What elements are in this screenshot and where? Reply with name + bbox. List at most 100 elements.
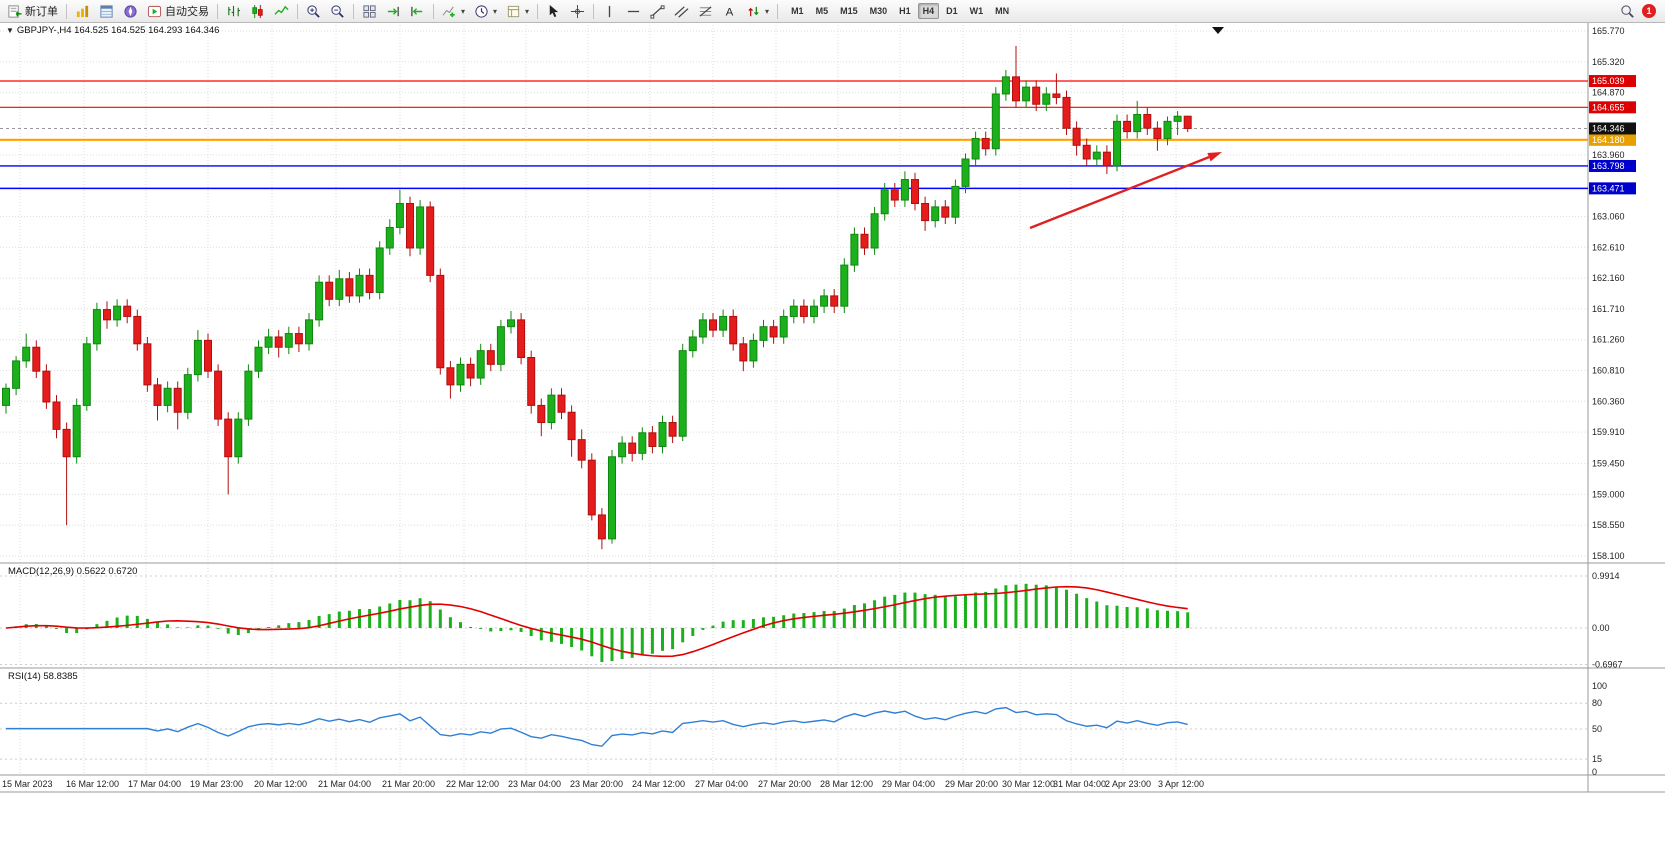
svg-text:29 Mar 04:00: 29 Mar 04:00 — [882, 779, 935, 789]
autotrading-button[interactable]: 自动交易 — [143, 2, 213, 20]
timeframe-m5[interactable]: M5 — [811, 3, 834, 19]
fibonacci-icon — [699, 5, 712, 17]
svg-text:165.039: 165.039 — [1592, 76, 1625, 86]
timeframe-w1[interactable]: W1 — [965, 3, 989, 19]
svg-text:159.910: 159.910 — [1592, 427, 1625, 437]
svg-text:50: 50 — [1592, 724, 1602, 734]
separator — [593, 3, 595, 19]
svg-text:163.471: 163.471 — [1592, 183, 1625, 193]
tile-windows-icon — [363, 4, 376, 18]
svg-text:0.00: 0.00 — [1592, 623, 1610, 633]
timeframe-d1[interactable]: D1 — [941, 3, 963, 19]
svg-text:162.610: 162.610 — [1592, 242, 1625, 252]
new-order-icon — [8, 4, 22, 18]
search-button[interactable] — [1616, 2, 1639, 20]
timeframe-m15[interactable]: M15 — [835, 3, 863, 19]
periods-clock-icon — [475, 4, 488, 18]
toolbar: 新订单 自动交易 — [0, 0, 1665, 23]
svg-text:0.9914: 0.9914 — [1592, 571, 1620, 581]
tile-windows-button[interactable] — [358, 2, 381, 20]
data-window-icon — [100, 4, 113, 18]
templates-button[interactable]: ▾ — [502, 2, 533, 20]
svg-text:21 Mar 20:00: 21 Mar 20:00 — [382, 779, 435, 789]
separator — [777, 3, 779, 19]
svg-text:A: A — [726, 6, 734, 18]
svg-text:31 Mar 04:00: 31 Mar 04:00 — [1053, 779, 1106, 789]
svg-text:165.770: 165.770 — [1592, 26, 1625, 36]
svg-text:164.655: 164.655 — [1592, 102, 1625, 112]
channel-icon — [674, 5, 689, 18]
svg-text:164.346: 164.346 — [1592, 123, 1625, 133]
timeframe-h4[interactable]: H4 — [917, 3, 940, 19]
zoom-out-button[interactable] — [326, 2, 349, 20]
candlestick-chart-icon — [252, 4, 263, 18]
svg-text:160.360: 160.360 — [1592, 396, 1625, 406]
svg-text:30 Mar 12:00: 30 Mar 12:00 — [1002, 779, 1055, 789]
dropdown-icon: ▾ — [461, 6, 466, 16]
svg-text:24 Mar 12:00: 24 Mar 12:00 — [632, 779, 685, 789]
zoom-out-icon — [331, 4, 344, 18]
svg-text:-0.6967: -0.6967 — [1592, 660, 1623, 670]
trendline-icon — [650, 4, 665, 19]
crosshair-button[interactable] — [566, 2, 589, 20]
fibonacci-tool[interactable] — [694, 2, 717, 20]
timeframe-h1[interactable]: H1 — [894, 3, 916, 19]
text-tool[interactable]: A — [718, 2, 741, 20]
svg-text:27 Mar 04:00: 27 Mar 04:00 — [695, 779, 748, 789]
chart-shift-icon — [411, 6, 423, 16]
svg-text:21 Mar 04:00: 21 Mar 04:00 — [318, 779, 371, 789]
indicators-button[interactable]: ▾ — [438, 2, 469, 20]
text-tool-icon: A — [726, 6, 734, 18]
svg-text:23 Mar 20:00: 23 Mar 20:00 — [570, 779, 623, 789]
svg-text:16 Mar 12:00: 16 Mar 12:00 — [66, 779, 119, 789]
trendline-tool[interactable] — [646, 2, 669, 20]
svg-text:164.180: 164.180 — [1592, 135, 1625, 145]
separator — [433, 3, 434, 19]
timeframe-m1[interactable]: M1 — [786, 3, 809, 19]
horizontal-line-tool[interactable] — [622, 2, 645, 20]
new-order-label: 新订单 — [25, 6, 58, 18]
line-chart-button[interactable] — [270, 2, 293, 20]
autotrading-label: 自动交易 — [165, 6, 209, 18]
svg-text:158.550: 158.550 — [1592, 520, 1625, 530]
periods-button[interactable]: ▾ — [470, 2, 501, 20]
separator — [537, 3, 539, 19]
arrows-tool[interactable]: ▾ — [742, 2, 773, 20]
svg-text:163.960: 163.960 — [1592, 150, 1625, 160]
timeframe-mn[interactable]: MN — [990, 3, 1014, 19]
timeframe-m30[interactable]: M30 — [865, 3, 893, 19]
price-axis[interactable] — [1588, 22, 1665, 792]
vertical-line-icon — [608, 5, 611, 17]
svg-text:29 Mar 20:00: 29 Mar 20:00 — [945, 779, 998, 789]
svg-text:161.260: 161.260 — [1592, 335, 1625, 345]
svg-text:158.100: 158.100 — [1592, 551, 1625, 561]
autotrading-icon — [147, 5, 162, 17]
data-window-button[interactable] — [95, 2, 118, 20]
svg-text:159.000: 159.000 — [1592, 489, 1625, 499]
symbol-dropdown-icon[interactable]: ▼ — [6, 26, 14, 35]
candlestick-chart-button[interactable] — [246, 2, 269, 20]
market-watch-button[interactable] — [71, 2, 94, 20]
line-chart-icon — [274, 5, 289, 15]
svg-text:17 Mar 04:00: 17 Mar 04:00 — [128, 779, 181, 789]
indicators-icon — [442, 6, 455, 17]
channel-tool[interactable] — [670, 2, 693, 20]
zoom-in-button[interactable] — [302, 2, 325, 20]
notification-badge[interactable]: 1 — [1642, 4, 1656, 18]
templates-icon — [507, 5, 520, 17]
cursor-button[interactable] — [542, 2, 565, 20]
bar-chart-button[interactable] — [222, 2, 245, 20]
svg-text:2 Apr 23:00: 2 Apr 23:00 — [1105, 779, 1151, 789]
new-order-button[interactable]: 新订单 — [3, 2, 62, 20]
navigator-button[interactable] — [119, 2, 142, 20]
chart-shift-button[interactable] — [406, 2, 429, 20]
timeframe-group: M1 M5 M15 M30 H1 H4 D1 W1 MN — [786, 3, 1014, 19]
svg-text:15: 15 — [1592, 754, 1602, 764]
time-axis[interactable] — [0, 775, 1588, 792]
cursor-icon — [549, 4, 559, 17]
dropdown-icon: ▾ — [493, 6, 498, 16]
vertical-line-tool[interactable] — [598, 2, 621, 20]
auto-scroll-button[interactable] — [382, 2, 405, 20]
